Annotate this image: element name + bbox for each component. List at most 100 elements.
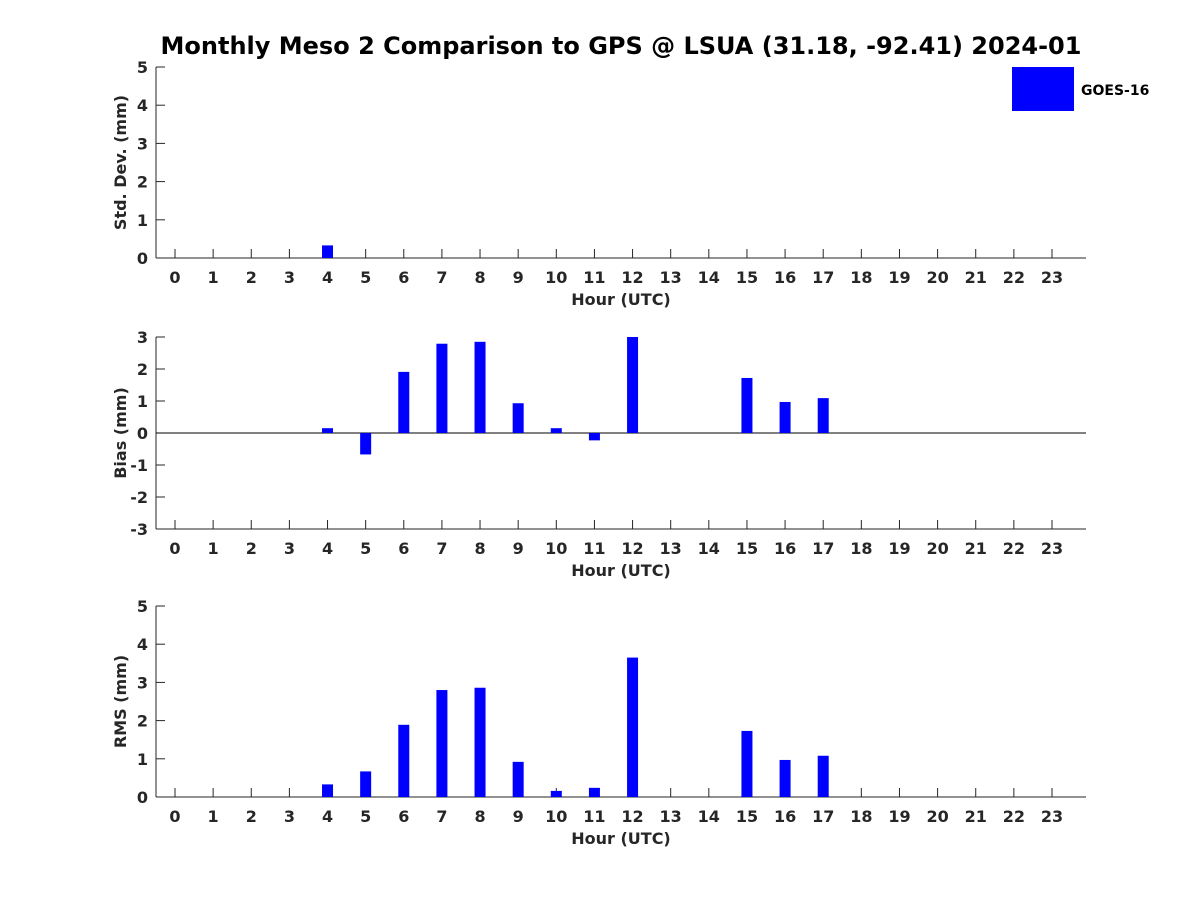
x-tick-label: 7 — [436, 539, 447, 558]
x-tick-label: 5 — [360, 268, 371, 287]
y-tick-label: 4 — [137, 635, 148, 654]
x-tick-label: 19 — [888, 268, 910, 287]
x-tick-label: 23 — [1041, 807, 1063, 826]
bar-hour-15 — [741, 377, 753, 433]
x-tick-label: 6 — [398, 539, 409, 558]
x-tick-label: 20 — [926, 268, 948, 287]
x-tick-label: 4 — [322, 807, 333, 826]
y-tick-label: 4 — [137, 96, 148, 115]
x-tick-label: 3 — [284, 539, 295, 558]
x-tick-label: 0 — [169, 268, 180, 287]
x-tick-label: 6 — [398, 807, 409, 826]
x-tick-label: 6 — [398, 268, 409, 287]
bar-hour-6 — [398, 371, 410, 433]
y-tick-label: -1 — [130, 456, 148, 475]
y-tick-label: 2 — [137, 360, 148, 379]
bar-hour-9 — [512, 403, 524, 433]
x-tick-label: 1 — [208, 807, 219, 826]
x-tick-label: 10 — [545, 268, 567, 287]
x-tick-label: 13 — [660, 807, 682, 826]
x-tick-label: 12 — [621, 539, 643, 558]
x-tick-label: 11 — [583, 539, 605, 558]
x-tick-label: 11 — [583, 807, 605, 826]
x-tick-label: 17 — [812, 268, 834, 287]
y-tick-label: 3 — [137, 328, 148, 347]
x-tick-label: 23 — [1041, 268, 1063, 287]
y-tick-label: 1 — [137, 750, 148, 769]
y-tick-label: -2 — [130, 488, 148, 507]
x-tick-label: 19 — [888, 539, 910, 558]
y-tick-label: 0 — [137, 424, 148, 443]
x-tick-label: 17 — [812, 539, 834, 558]
x-tick-label: 10 — [545, 807, 567, 826]
bar-hour-4 — [322, 784, 334, 797]
y-tick-label: 1 — [137, 392, 148, 411]
x-tick-label: 9 — [513, 539, 524, 558]
x-tick-label: 13 — [660, 539, 682, 558]
x-tick-label: 16 — [774, 807, 796, 826]
x-tick-label: 5 — [360, 539, 371, 558]
x-tick-label: 8 — [474, 807, 485, 826]
bar-hour-10 — [550, 790, 562, 797]
y-axis-label: Bias (mm) — [111, 387, 130, 479]
bar-hour-5 — [360, 771, 372, 797]
x-tick-label: 18 — [850, 268, 872, 287]
bar-hour-8 — [474, 341, 486, 433]
bar-hour-4 — [322, 428, 334, 433]
x-tick-label: 18 — [850, 539, 872, 558]
bar-hour-17 — [817, 755, 829, 797]
bar-hour-10 — [550, 428, 562, 433]
x-tick-label: 9 — [513, 268, 524, 287]
x-tick-label: 20 — [926, 807, 948, 826]
x-tick-label: 15 — [736, 539, 758, 558]
bar-hour-5 — [360, 433, 372, 455]
bar-hour-17 — [817, 398, 829, 433]
x-tick-label: 15 — [736, 268, 758, 287]
x-axis-label: Hour (UTC) — [571, 829, 671, 848]
y-tick-label: 2 — [137, 712, 148, 731]
bar-hour-15 — [741, 730, 753, 797]
bar-hour-12 — [627, 337, 639, 433]
x-tick-label: 20 — [926, 539, 948, 558]
x-tick-label: 2 — [246, 807, 257, 826]
x-tick-label: 9 — [513, 807, 524, 826]
x-tick-label: 5 — [360, 807, 371, 826]
x-tick-label: 1 — [208, 268, 219, 287]
x-tick-label: 14 — [698, 539, 720, 558]
y-axis-label: Std. Dev. (mm) — [111, 95, 130, 230]
legend-swatch — [1012, 67, 1074, 111]
y-tick-label: 5 — [137, 597, 148, 616]
x-tick-label: 16 — [774, 268, 796, 287]
x-tick-label: 8 — [474, 268, 485, 287]
x-tick-label: 7 — [436, 268, 447, 287]
x-tick-label: 15 — [736, 807, 758, 826]
x-tick-label: 22 — [1003, 268, 1025, 287]
y-tick-label: 2 — [137, 173, 148, 192]
x-tick-label: 0 — [169, 807, 180, 826]
x-tick-label: 2 — [246, 268, 257, 287]
y-tick-label: 3 — [137, 673, 148, 692]
x-tick-label: 22 — [1003, 807, 1025, 826]
x-tick-label: 2 — [246, 539, 257, 558]
legend-label: GOES-16 — [1081, 83, 1149, 99]
x-tick-label: 22 — [1003, 539, 1025, 558]
x-tick-label: 21 — [965, 807, 987, 826]
bar-hour-16 — [779, 759, 791, 797]
bar-hour-12 — [627, 657, 639, 797]
legend: GOES-16 — [1012, 67, 1149, 111]
x-tick-label: 3 — [284, 268, 295, 287]
x-tick-label: 21 — [965, 268, 987, 287]
bar-hour-7 — [436, 343, 448, 433]
y-tick-label: -3 — [130, 520, 148, 539]
y-tick-label: 3 — [137, 134, 148, 153]
y-tick-label: 0 — [137, 249, 148, 268]
y-tick-label: 5 — [137, 58, 148, 77]
x-tick-label: 4 — [322, 539, 333, 558]
x-tick-label: 3 — [284, 807, 295, 826]
y-tick-label: 1 — [137, 211, 148, 230]
x-tick-label: 17 — [812, 807, 834, 826]
x-axis-label: Hour (UTC) — [571, 290, 671, 309]
